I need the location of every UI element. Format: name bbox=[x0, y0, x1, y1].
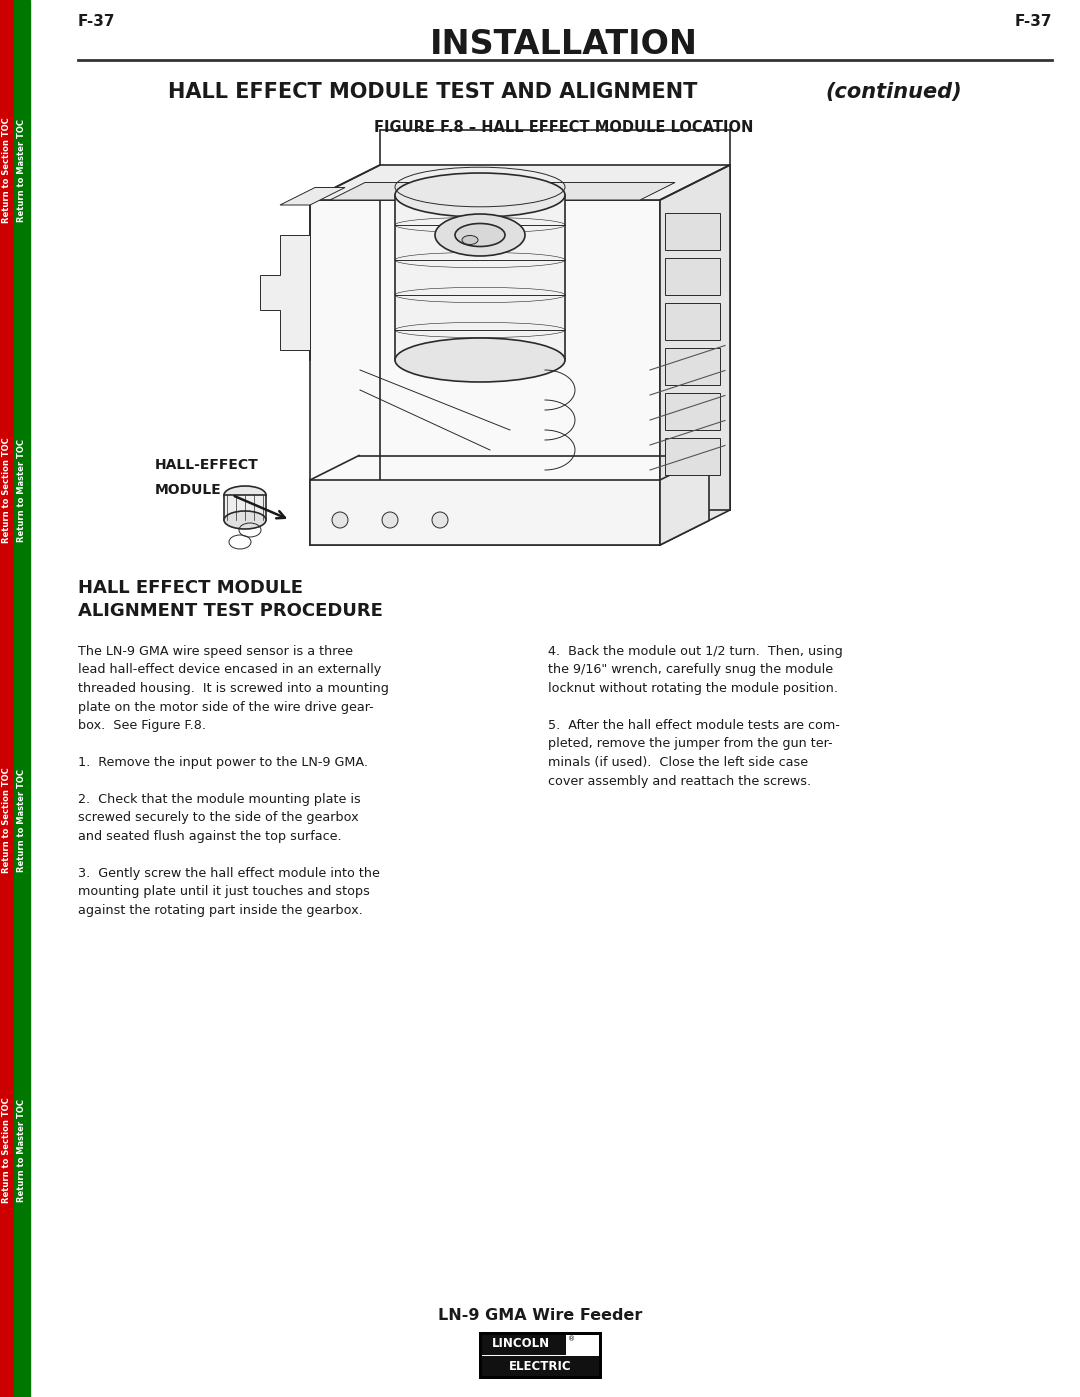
Text: ®: ® bbox=[568, 1336, 576, 1343]
Text: box.  See Figure F.8.: box. See Figure F.8. bbox=[78, 719, 206, 732]
Ellipse shape bbox=[435, 214, 525, 256]
Ellipse shape bbox=[455, 224, 505, 246]
Bar bbox=[665, 303, 720, 339]
Polygon shape bbox=[280, 187, 345, 205]
Text: 5.  After the hall effect module tests are com-: 5. After the hall effect module tests ar… bbox=[548, 719, 840, 732]
Bar bbox=[480, 1356, 600, 1377]
Bar bbox=[395, 196, 565, 360]
Text: MODULE: MODULE bbox=[156, 483, 221, 497]
Ellipse shape bbox=[224, 486, 266, 504]
Text: HALL-EFFECT: HALL-EFFECT bbox=[156, 458, 259, 472]
Text: Return to Section TOC: Return to Section TOC bbox=[2, 437, 12, 543]
Text: screwed securely to the side of the gearbox: screwed securely to the side of the gear… bbox=[78, 812, 359, 824]
Text: F-37: F-37 bbox=[78, 14, 116, 29]
Bar bbox=[665, 393, 720, 430]
Text: threaded housing.  It is screwed into a mounting: threaded housing. It is screwed into a m… bbox=[78, 682, 389, 694]
Text: Return to Master TOC: Return to Master TOC bbox=[17, 119, 27, 222]
Text: INSTALLATION: INSTALLATION bbox=[430, 28, 698, 61]
Text: 2.  Check that the module mounting plate is: 2. Check that the module mounting plate … bbox=[78, 793, 361, 806]
Polygon shape bbox=[660, 165, 730, 545]
Polygon shape bbox=[660, 455, 708, 545]
Polygon shape bbox=[260, 235, 310, 351]
Text: pleted, remove the jumper from the gun ter-: pleted, remove the jumper from the gun t… bbox=[548, 738, 833, 750]
Bar bbox=[480, 1333, 566, 1355]
Text: 3.  Gently screw the hall effect module into the: 3. Gently screw the hall effect module i… bbox=[78, 868, 380, 880]
Polygon shape bbox=[310, 165, 730, 200]
Bar bbox=[665, 212, 720, 250]
Text: The LN-9 GMA wire speed sensor is a three: The LN-9 GMA wire speed sensor is a thre… bbox=[78, 645, 353, 658]
Text: ALIGNMENT TEST PROCEDURE: ALIGNMENT TEST PROCEDURE bbox=[78, 602, 383, 620]
Text: (continued): (continued) bbox=[825, 82, 961, 102]
Text: HALL EFFECT MODULE TEST AND ALIGNMENT: HALL EFFECT MODULE TEST AND ALIGNMENT bbox=[168, 82, 698, 102]
Text: Return to Section TOC: Return to Section TOC bbox=[2, 767, 12, 873]
Ellipse shape bbox=[395, 173, 565, 217]
Text: mounting plate until it just touches and stops: mounting plate until it just touches and… bbox=[78, 886, 369, 898]
Polygon shape bbox=[380, 165, 730, 510]
Bar bbox=[480, 1333, 600, 1377]
Text: FIGURE F.8 – HALL EFFECT MODULE LOCATION: FIGURE F.8 – HALL EFFECT MODULE LOCATION bbox=[375, 120, 754, 136]
Text: the 9/16" wrench, carefully snug the module: the 9/16" wrench, carefully snug the mod… bbox=[548, 664, 833, 676]
Bar bbox=[665, 439, 720, 475]
Bar bbox=[224, 495, 266, 520]
Ellipse shape bbox=[462, 236, 478, 244]
Text: 4.  Back the module out 1/2 turn.  Then, using: 4. Back the module out 1/2 turn. Then, u… bbox=[548, 645, 842, 658]
Bar bbox=[0, 0, 14, 1397]
Text: minals (if used).  Close the left side case: minals (if used). Close the left side ca… bbox=[548, 756, 808, 768]
Text: LINCOLN: LINCOLN bbox=[492, 1337, 551, 1350]
Text: locknut without rotating the module position.: locknut without rotating the module posi… bbox=[548, 682, 838, 694]
Ellipse shape bbox=[395, 338, 565, 381]
Text: lead hall-effect device encased in an externally: lead hall-effect device encased in an ex… bbox=[78, 664, 381, 676]
Text: HALL EFFECT MODULE: HALL EFFECT MODULE bbox=[78, 578, 303, 597]
Text: LN-9 GMA Wire Feeder: LN-9 GMA Wire Feeder bbox=[437, 1308, 643, 1323]
Text: and seated flush against the top surface.: and seated flush against the top surface… bbox=[78, 830, 341, 842]
Bar bbox=[665, 258, 720, 295]
Bar bbox=[310, 481, 660, 545]
Text: plate on the motor side of the wire drive gear-: plate on the motor side of the wire driv… bbox=[78, 700, 374, 714]
Circle shape bbox=[432, 511, 448, 528]
Text: 1.  Remove the input power to the LN-9 GMA.: 1. Remove the input power to the LN-9 GM… bbox=[78, 756, 368, 768]
Text: Return to Section TOC: Return to Section TOC bbox=[2, 117, 12, 224]
Text: Return to Master TOC: Return to Master TOC bbox=[17, 439, 27, 542]
Text: Return to Master TOC: Return to Master TOC bbox=[17, 768, 27, 872]
Bar bbox=[310, 200, 660, 545]
Text: ELECTRIC: ELECTRIC bbox=[509, 1359, 571, 1373]
Polygon shape bbox=[330, 183, 675, 200]
Text: cover assembly and reattach the screws.: cover assembly and reattach the screws. bbox=[548, 774, 811, 788]
Bar bbox=[665, 348, 720, 386]
Ellipse shape bbox=[224, 511, 266, 529]
Text: against the rotating part inside the gearbox.: against the rotating part inside the gea… bbox=[78, 904, 363, 916]
Circle shape bbox=[332, 511, 348, 528]
Text: Return to Master TOC: Return to Master TOC bbox=[17, 1098, 27, 1201]
Text: Return to Section TOC: Return to Section TOC bbox=[2, 1097, 12, 1203]
Circle shape bbox=[382, 511, 399, 528]
Text: F-37: F-37 bbox=[1014, 14, 1052, 29]
Bar bbox=[14, 0, 30, 1397]
Bar bbox=[480, 1333, 600, 1377]
